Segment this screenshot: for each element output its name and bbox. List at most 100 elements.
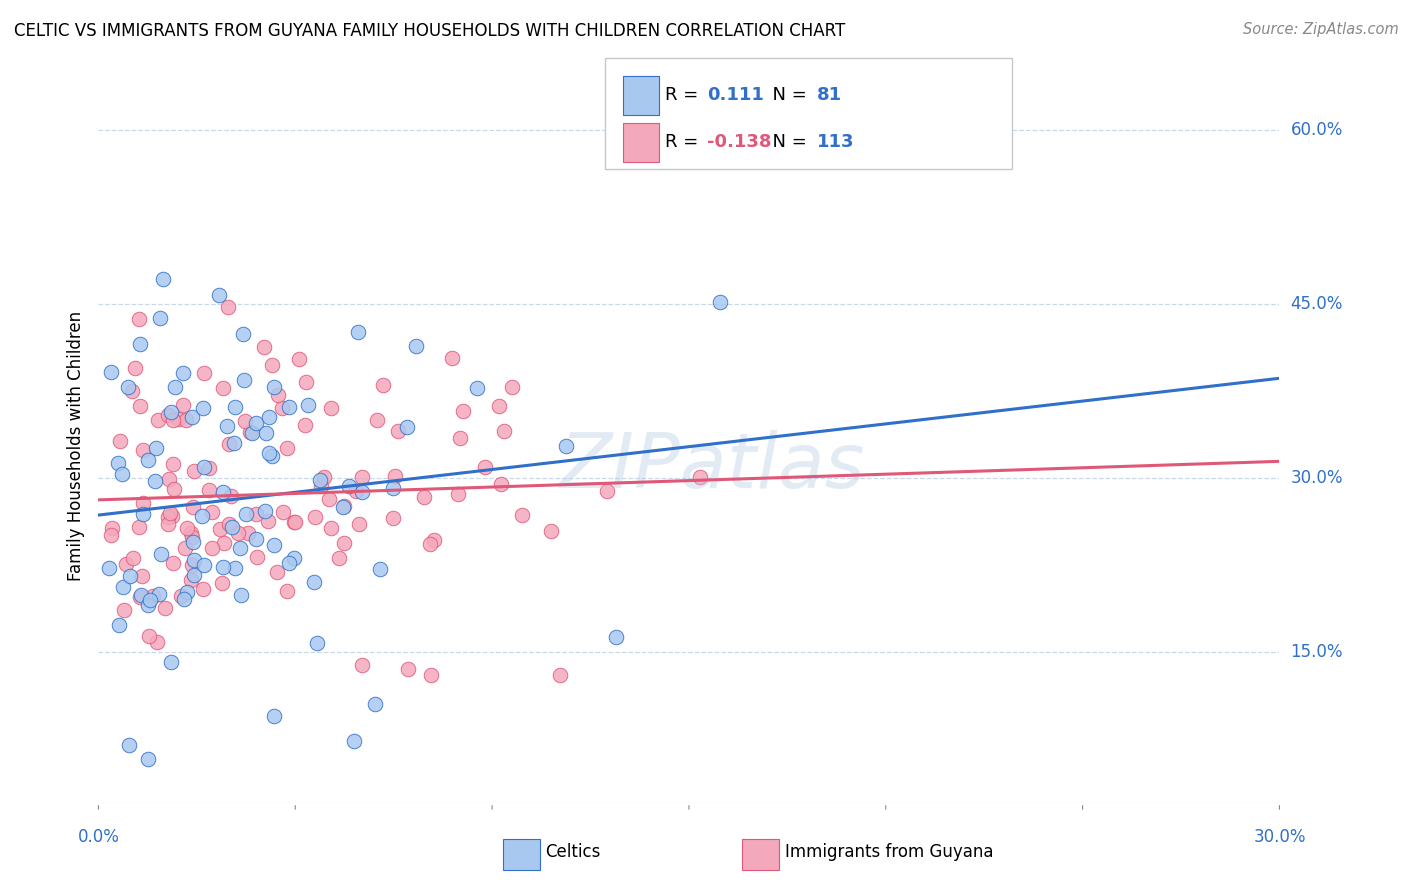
Point [395,420,418,434]
Point [218,437,240,451]
Point [384,469,406,483]
Point [294,417,316,432]
Point [277,556,299,570]
Point [284,515,307,529]
Point [257,410,280,425]
Point [253,504,276,518]
Point [488,399,510,413]
Point [136,752,159,766]
Text: 113: 113 [817,134,855,152]
Point [107,617,129,632]
Point [381,511,404,525]
Point [231,326,253,341]
Point [260,359,283,373]
Point [163,482,186,496]
Point [180,574,202,588]
Point [605,630,627,644]
Point [319,401,342,415]
Point [181,558,204,572]
Text: 45.0%: 45.0% [1291,295,1343,313]
Point [100,528,122,542]
Point [304,509,326,524]
Point [226,525,249,540]
Point [157,472,180,486]
Point [212,484,235,499]
Point [163,380,186,394]
Text: 30.0%: 30.0% [1291,469,1343,487]
Point [245,507,267,521]
Point [510,508,533,522]
Point [263,538,285,552]
Point [271,401,294,415]
Point [267,388,290,402]
Point [343,734,366,748]
Point [129,399,152,413]
Point [112,603,135,617]
Point [371,378,394,392]
Point [212,536,235,550]
Point [201,505,224,519]
Point [344,484,367,499]
Point [148,586,170,600]
Point [368,562,391,576]
Point [124,360,146,375]
Point [212,381,235,395]
Point [259,446,281,460]
Point [396,662,419,676]
Point [173,591,195,606]
Point [160,404,183,418]
Point [263,379,285,393]
Point [283,515,305,529]
Text: R =: R = [665,87,704,104]
Point [219,489,242,503]
Point [253,341,276,355]
Point [183,567,205,582]
Point [263,709,285,723]
Point [193,401,215,416]
Point [181,500,204,514]
Point [117,380,139,394]
Point [449,431,471,445]
Point [318,491,340,506]
Point [548,668,571,682]
Point [224,400,246,414]
Point [208,288,231,302]
Point [143,475,166,489]
Point [222,436,245,450]
Point [156,408,179,422]
Point [494,425,516,439]
Point [276,442,298,456]
Point [418,537,440,551]
Point [118,569,141,583]
Point [235,507,257,521]
Point [447,487,470,501]
Point [121,384,143,399]
Point [98,561,121,575]
Point [337,479,360,493]
Point [131,442,153,457]
Point [309,479,332,493]
Text: 60.0%: 60.0% [1291,120,1343,139]
Point [596,484,619,499]
Point [240,425,263,440]
Point [128,311,150,326]
Point [501,379,523,393]
Point [142,589,165,603]
Point [108,434,131,448]
Point [162,413,184,427]
Point [176,585,198,599]
Point [122,551,145,566]
Point [160,655,183,669]
Point [332,500,354,515]
Point [180,529,202,543]
Point [554,439,576,453]
Point [176,521,198,535]
Text: -0.138: -0.138 [707,134,772,152]
Point [307,635,329,649]
Point [224,560,246,574]
Point [328,551,350,566]
Point [110,467,132,482]
Point [173,541,195,556]
Point [180,526,202,541]
Point [440,351,463,366]
